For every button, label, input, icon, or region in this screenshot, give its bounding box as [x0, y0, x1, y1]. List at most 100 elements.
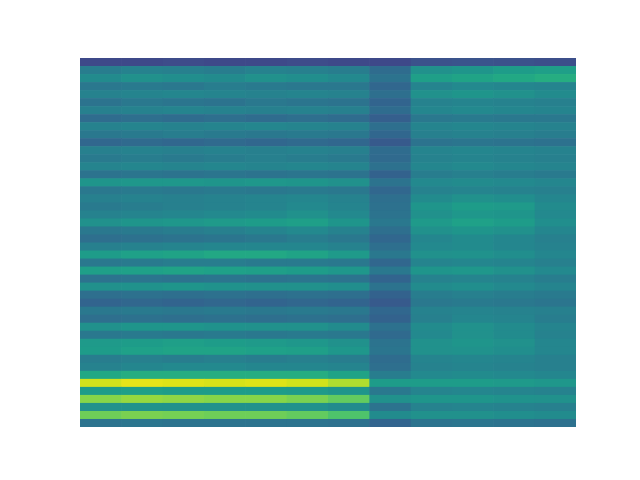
heatmap-cell — [80, 411, 122, 420]
heatmap-cell — [80, 138, 122, 147]
heatmap-cell — [204, 186, 246, 195]
heatmap-cell — [328, 226, 370, 235]
heatmap-cell — [411, 202, 453, 211]
heatmap-cell — [287, 387, 329, 396]
heatmap-cell — [204, 74, 246, 83]
heatmap-cell — [163, 355, 205, 364]
heatmap-cell — [287, 218, 329, 227]
heatmap-cell — [245, 403, 287, 412]
heatmap-cell — [245, 82, 287, 91]
heatmap-cell — [535, 395, 576, 404]
heatmap-cell — [80, 371, 122, 380]
heatmap-cell — [287, 243, 329, 252]
heatmap-cell — [535, 267, 576, 276]
heatmap-cell — [204, 283, 246, 292]
heatmap-cell — [411, 154, 453, 163]
heatmap-cell — [287, 146, 329, 155]
heatmap-cell — [287, 154, 329, 163]
heatmap-cell — [452, 234, 494, 243]
heatmap-cell — [204, 291, 246, 300]
heatmap-cell — [163, 186, 205, 195]
heatmap-cell — [328, 267, 370, 276]
heatmap-cell — [493, 259, 535, 268]
heatmap-cell — [245, 315, 287, 324]
heatmap-cell — [328, 299, 370, 308]
heatmap-cell — [328, 347, 370, 356]
heatmap-cell — [204, 403, 246, 412]
heatmap-cell — [493, 58, 535, 67]
heatmap-cell — [493, 138, 535, 147]
heatmap-cell — [204, 347, 246, 356]
heatmap-cell — [535, 218, 576, 227]
heatmap-cell — [80, 210, 122, 219]
heatmap-cell — [245, 226, 287, 235]
heatmap-cell — [493, 315, 535, 324]
heatmap-cell — [369, 299, 411, 308]
heatmap-cell — [245, 146, 287, 155]
heatmap-cell — [369, 74, 411, 83]
heatmap-cell — [121, 275, 163, 284]
heatmap-cell — [411, 114, 453, 123]
heatmap-cell — [245, 90, 287, 99]
heatmap-cell — [535, 275, 576, 284]
heatmap-cell — [452, 307, 494, 316]
heatmap-cell — [452, 90, 494, 99]
heatmap-cell — [328, 178, 370, 187]
heatmap-cell — [369, 202, 411, 211]
heatmap-cell — [245, 58, 287, 67]
heatmap-cell — [80, 234, 122, 243]
heatmap-cell — [328, 355, 370, 364]
heatmap-cell — [80, 90, 122, 99]
heatmap-cell — [163, 162, 205, 171]
heatmap-cell — [452, 162, 494, 171]
heatmap-cell — [121, 106, 163, 115]
heatmap-cell — [80, 251, 122, 260]
heatmap-cell — [287, 299, 329, 308]
heatmap-cell — [493, 170, 535, 179]
heatmap-cell — [535, 339, 576, 348]
heatmap-cell — [121, 98, 163, 107]
heatmap-cell — [163, 194, 205, 203]
heatmap-cell — [452, 371, 494, 380]
heatmap-cell — [493, 114, 535, 123]
heatmap-cell — [287, 58, 329, 67]
heatmap-cell — [204, 66, 246, 75]
heatmap-cell — [287, 339, 329, 348]
heatmap-cell — [204, 218, 246, 227]
heatmap-cell — [328, 331, 370, 340]
heatmap-cell — [535, 226, 576, 235]
heatmap-cell — [163, 106, 205, 115]
heatmap-cell — [80, 291, 122, 300]
heatmap-cell — [493, 194, 535, 203]
heatmap-cell — [287, 347, 329, 356]
heatmap-cell — [163, 371, 205, 380]
heatmap-cell — [121, 403, 163, 412]
heatmap-cell — [411, 98, 453, 107]
heatmap-cell — [245, 66, 287, 75]
heatmap-cell — [452, 210, 494, 219]
heatmap-cell — [245, 154, 287, 163]
heatmap-cell — [328, 323, 370, 332]
heatmap-cell — [245, 275, 287, 284]
heatmap-cell — [80, 154, 122, 163]
heatmap-cell — [245, 74, 287, 83]
heatmap-cell — [411, 403, 453, 412]
heatmap-cell — [287, 138, 329, 147]
heatmap-cell — [452, 411, 494, 420]
heatmap-cell — [369, 154, 411, 163]
heatmap-cell — [121, 387, 163, 396]
heatmap-cell — [204, 243, 246, 252]
heatmap-cell — [121, 315, 163, 324]
heatmap-cell — [452, 202, 494, 211]
heatmap-cell — [411, 307, 453, 316]
heatmap-cell — [493, 275, 535, 284]
heatmap-cell — [287, 323, 329, 332]
heatmap-cell — [121, 363, 163, 372]
heatmap-cell — [163, 66, 205, 75]
heatmap-cell — [411, 178, 453, 187]
heatmap-cell — [328, 130, 370, 139]
heatmap-cell — [121, 114, 163, 123]
heatmap-cell — [535, 90, 576, 99]
heatmap-cell — [452, 138, 494, 147]
heatmap-cell — [80, 194, 122, 203]
